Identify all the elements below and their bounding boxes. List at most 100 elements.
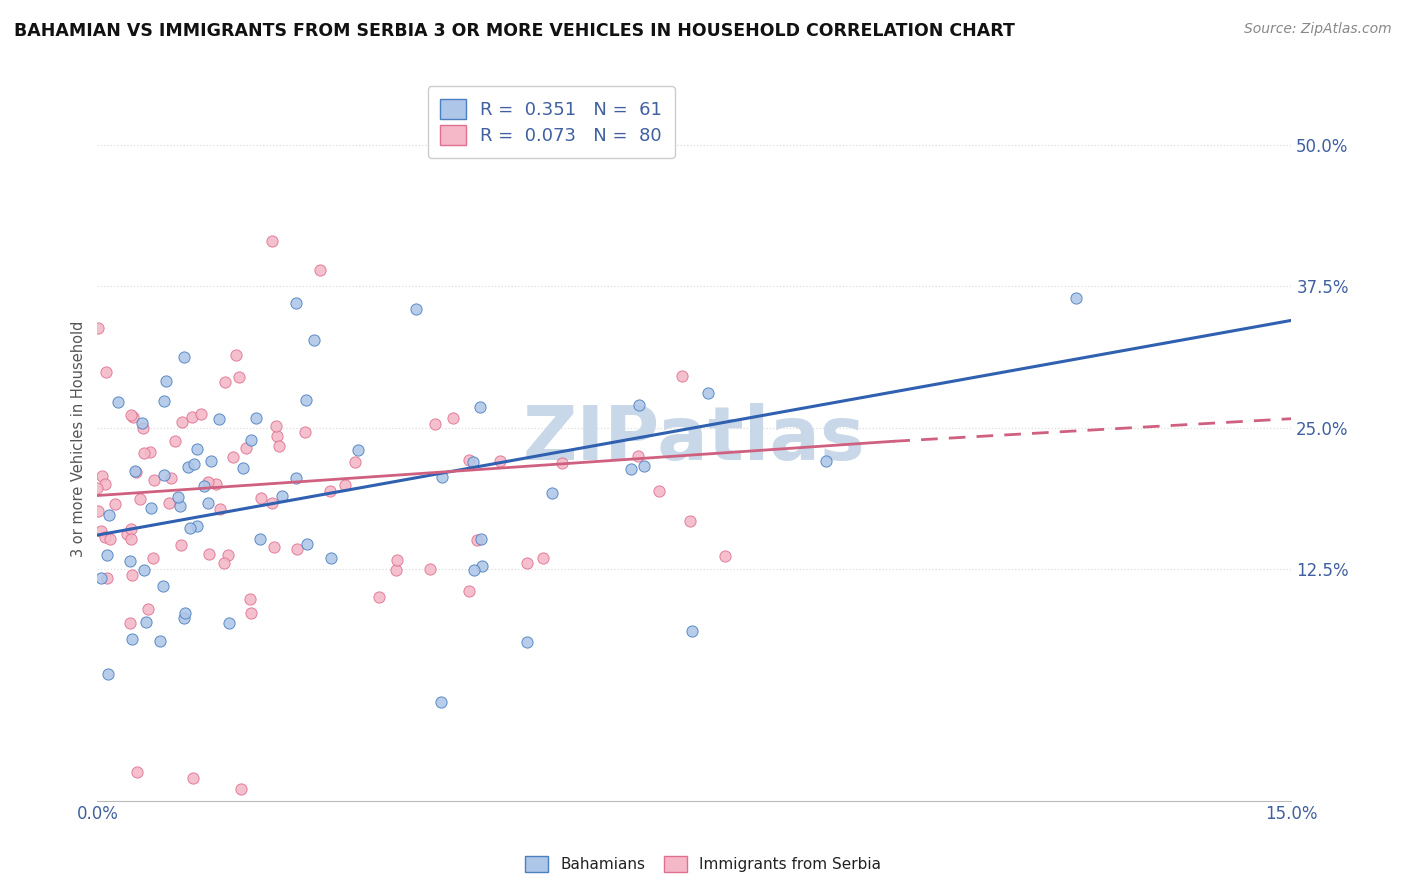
Point	[96, 571, 118, 585]
Point	[531, 550, 554, 565]
Point	[815, 454, 838, 468]
Point	[197, 475, 219, 490]
Point	[262, 234, 284, 248]
Point	[551, 456, 574, 470]
Text: ZIPatlas: ZIPatlas	[523, 402, 866, 475]
Point	[190, 407, 212, 421]
Point	[239, 433, 262, 447]
Point	[181, 409, 204, 424]
Point	[197, 496, 219, 510]
Point	[266, 429, 288, 443]
Point	[267, 439, 290, 453]
Point	[419, 561, 441, 575]
Legend: Bahamians, Immigrants from Serbia: Bahamians, Immigrants from Serbia	[517, 848, 889, 880]
Point	[235, 441, 257, 455]
Point	[149, 634, 172, 648]
Point	[135, 615, 157, 629]
Point	[516, 634, 538, 648]
Point	[250, 491, 273, 505]
Point	[186, 518, 208, 533]
Point	[465, 533, 488, 547]
Point	[90, 469, 112, 483]
Point	[139, 445, 162, 459]
Point	[229, 782, 252, 797]
Point	[124, 464, 146, 478]
Point	[347, 442, 370, 457]
Point	[169, 538, 191, 552]
Point	[86, 481, 108, 495]
Point	[270, 489, 292, 503]
Point	[127, 765, 149, 780]
Point	[173, 610, 195, 624]
Point	[262, 496, 284, 510]
Point	[179, 521, 201, 535]
Point	[174, 606, 197, 620]
Point	[516, 556, 538, 570]
Point	[97, 508, 120, 522]
Point	[87, 504, 110, 518]
Point	[222, 450, 245, 465]
Point	[245, 411, 267, 425]
Point	[186, 442, 208, 456]
Point	[155, 374, 177, 388]
Point	[714, 549, 737, 564]
Point	[285, 471, 308, 485]
Point	[218, 616, 240, 631]
Point	[264, 419, 287, 434]
Point	[208, 502, 231, 516]
Point	[239, 592, 262, 607]
Point	[461, 455, 484, 469]
Point	[120, 409, 142, 423]
Point	[540, 485, 562, 500]
Point	[470, 532, 492, 546]
Point	[430, 695, 453, 709]
Point	[294, 425, 316, 439]
Point	[159, 496, 181, 510]
Point	[368, 590, 391, 604]
Point	[120, 522, 142, 536]
Point	[405, 302, 427, 317]
Point	[94, 365, 117, 379]
Point	[489, 454, 512, 468]
Y-axis label: 3 or more Vehicles in Household: 3 or more Vehicles in Household	[72, 321, 86, 558]
Point	[183, 457, 205, 471]
Point	[458, 453, 481, 467]
Point	[93, 477, 115, 491]
Point	[309, 262, 332, 277]
Point	[90, 524, 112, 538]
Point	[120, 554, 142, 568]
Point	[90, 571, 112, 585]
Point	[343, 455, 366, 469]
Point	[107, 394, 129, 409]
Point	[225, 348, 247, 362]
Point	[228, 370, 250, 384]
Point	[471, 558, 494, 573]
Point	[200, 454, 222, 468]
Point	[132, 563, 155, 577]
Point	[295, 392, 318, 407]
Point	[232, 461, 254, 475]
Point	[217, 549, 239, 563]
Point	[205, 476, 228, 491]
Point	[633, 458, 655, 473]
Point	[159, 471, 181, 485]
Point	[295, 537, 318, 551]
Text: BAHAMIAN VS IMMIGRANTS FROM SERBIA 3 OR MORE VEHICLES IN HOUSEHOLD CORRELATION C: BAHAMIAN VS IMMIGRANTS FROM SERBIA 3 OR …	[14, 22, 1015, 40]
Point	[463, 563, 485, 577]
Point	[118, 615, 141, 630]
Point	[263, 540, 285, 554]
Point	[121, 632, 143, 646]
Point	[458, 584, 481, 599]
Point	[671, 368, 693, 383]
Point	[620, 461, 643, 475]
Point	[128, 492, 150, 507]
Point	[627, 399, 650, 413]
Point	[104, 497, 127, 511]
Point	[212, 556, 235, 570]
Point	[198, 547, 221, 561]
Point	[679, 514, 702, 528]
Point	[134, 446, 156, 460]
Point	[696, 386, 718, 401]
Point	[98, 532, 121, 546]
Point	[152, 579, 174, 593]
